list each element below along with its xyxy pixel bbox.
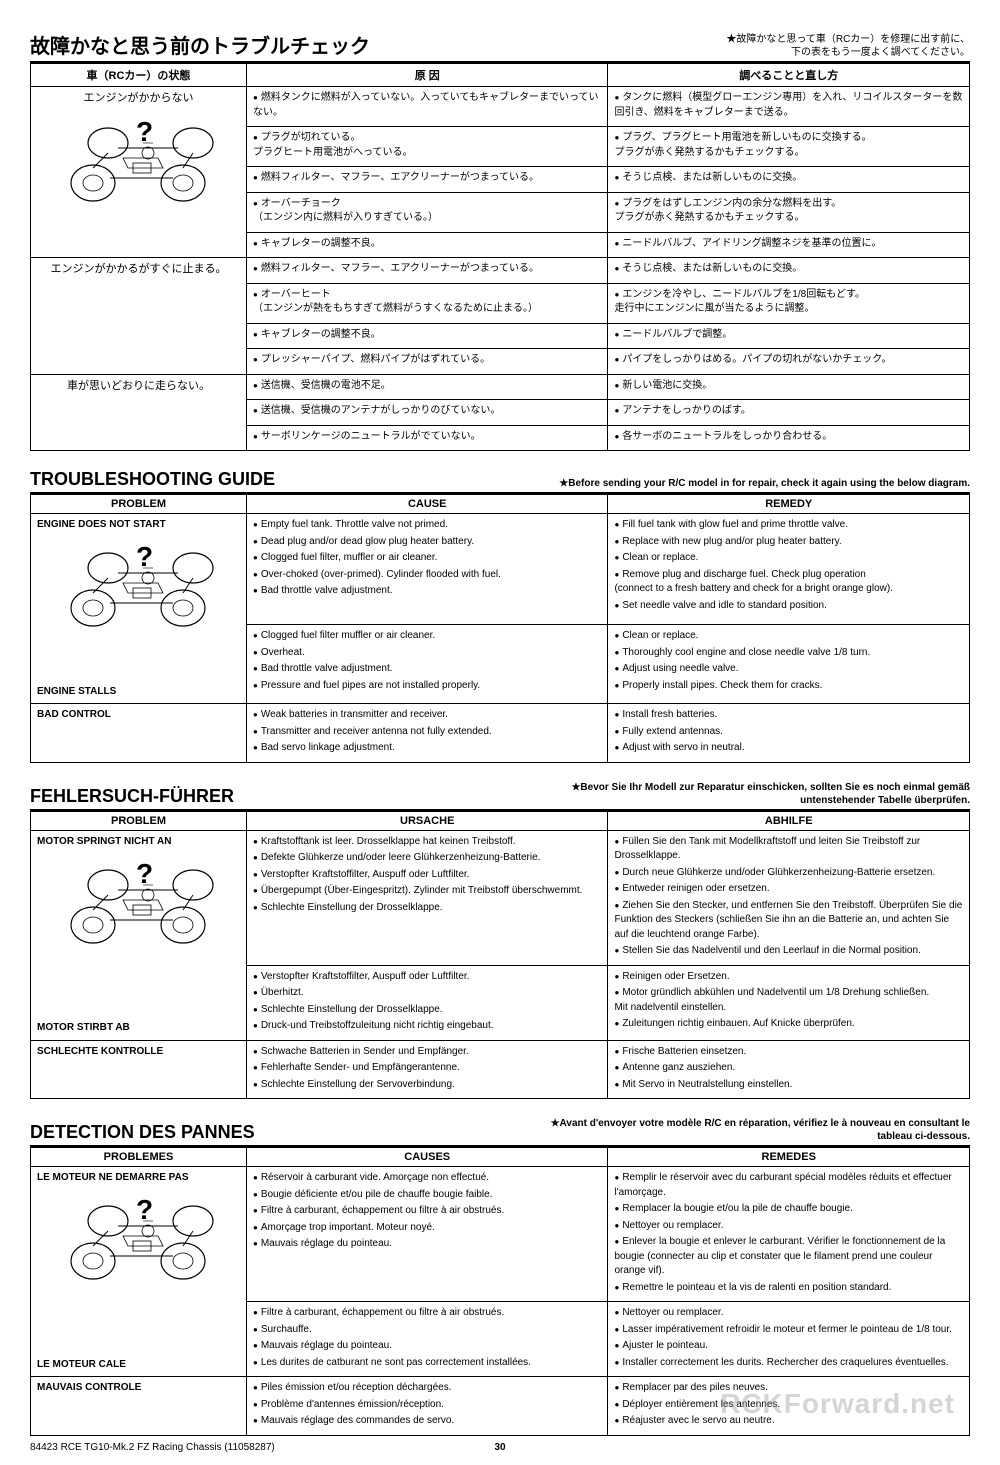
chassis-icon: [58, 538, 218, 638]
jp-prob-2: 車が思いどおりに走らない。: [31, 374, 247, 451]
jp-prob-1: エンジンがかかるがすぐに止まる。: [31, 258, 247, 375]
fr-title: DETECTION DES PANNES: [30, 1122, 255, 1143]
en-table: PROBLEM CAUSE REMEDY ENGINE DOES NOT STA…: [30, 494, 970, 763]
de-section: FEHLERSUCH-FÜHRER ★Bevor Sie Ihr Modell …: [30, 781, 970, 1100]
en-title: TROUBLESHOOTING GUIDE: [30, 469, 275, 490]
de-note: ★Bevor Sie Ihr Modell zur Reparatur eins…: [550, 781, 970, 807]
en-prob-01: ENGINE DOES NOT START ENGINE STALLS: [31, 514, 247, 704]
de-title: FEHLERSUCH-FÜHRER: [30, 786, 234, 807]
c: 燃料タンクに燃料が入っていない。入っていてもキャブレターまでいっていない。: [246, 87, 608, 127]
footer-left: 84423 RCE TG10-Mk.2 FZ Racing Chassis (1…: [30, 1442, 494, 1453]
jp-title: 故障かなと思う前のトラブルチェック: [30, 30, 370, 59]
r: タンクに燃料（模型グローエンジン専用）を入れ、リコイルスターターを数回引き、燃料…: [608, 87, 970, 127]
jp-h1: 原 因: [246, 64, 608, 87]
en-note: ★Before sending your R/C model in for re…: [559, 477, 970, 490]
fr-table: PROBLEMES CAUSES REMEDES LE MOTEUR NE DE…: [30, 1147, 970, 1436]
jp-h0: 車（RCカー）の状態: [31, 64, 247, 87]
jp-prob-0: エンジンがかからない: [31, 87, 247, 258]
chassis-icon: [58, 113, 218, 213]
fr-section: DETECTION DES PANNES ★Avant d'envoyer vo…: [30, 1117, 970, 1436]
en-section: TROUBLESHOOTING GUIDE ★Before sending yo…: [30, 469, 970, 763]
de-table: PROBLEM URSACHE ABHILFE MOTOR SPRINGT NI…: [30, 811, 970, 1100]
jp-note: ★故障かなと思って車（RCカー）を修理に出す前に、 下の表をもう一度よく調べてく…: [726, 33, 970, 59]
chassis-icon: [58, 855, 218, 955]
jp-section: 故障かなと思う前のトラブルチェック ★故障かなと思って車（RCカー）を修理に出す…: [30, 30, 970, 451]
page-number: 30: [494, 1442, 505, 1453]
chassis-icon: [58, 1191, 218, 1291]
jp-h2: 調べることと直し方: [608, 64, 970, 87]
footer: 84423 RCE TG10-Mk.2 FZ Racing Chassis (1…: [0, 1442, 1000, 1453]
jp-table: 車（RCカー）の状態 原 因 調べることと直し方 エンジンがかからない 燃料タン…: [30, 63, 970, 451]
fr-note: ★Avant d'envoyer votre modèle R/C en rép…: [550, 1117, 970, 1143]
